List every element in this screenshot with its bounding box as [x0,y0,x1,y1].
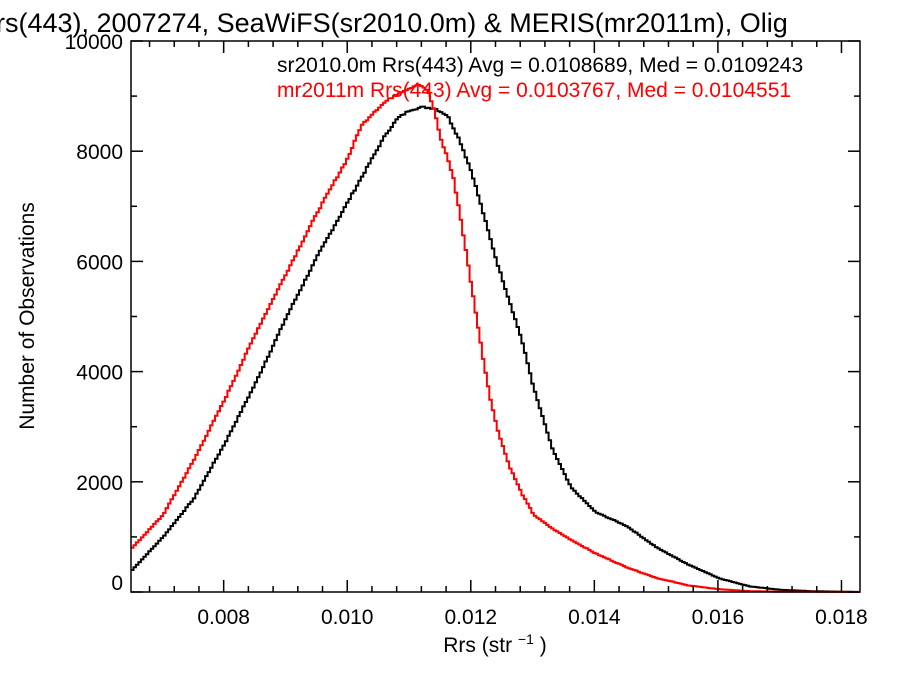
x-tick-label: 0.016 [692,606,745,629]
y-axis-label: Number of Observations [16,202,39,430]
y-tick-label: 4000 [76,362,123,385]
x-axis-label: Rrs (str −1 ) [443,626,546,657]
plot-frame [130,40,861,593]
y-tick-label: 0 [111,572,123,595]
series-line-1 [131,83,860,593]
y-tick-label: 2000 [76,472,123,495]
annotation-red: mr2011m Rrs(443) Avg = 0.0103767, Med = … [277,79,791,102]
x-axis-label-exponent: −1 [518,631,534,647]
x-tick-label: 0.010 [321,606,374,629]
y-tick-label: 6000 [76,251,123,274]
ticks-layer [131,40,860,593]
x-tick-label: 0.008 [197,606,250,629]
x-tick-label: 0.012 [445,606,498,629]
annotation-black: sr2010.0m Rrs(443) Avg = 0.0108689, Med … [277,54,803,77]
x-tick-label: 0.018 [815,606,868,629]
y-tick-label: 10000 [65,31,123,54]
x-axis-label-text: Rrs (str [443,634,512,657]
x-tick-label: 0.014 [568,606,621,629]
chart-title: rs(443), 2007274, SeaWiFS(sr2010.0m) & M… [0,8,788,38]
y-tick-label: 8000 [76,141,123,164]
tick-labels-layer: 0.008 0.010 0.012 0.014 0.016 0.018 0 2000 4000 6… [65,31,868,629]
series-layer [131,83,860,593]
x-axis-label-close: ) [540,634,547,657]
series-line-0 [131,105,860,593]
